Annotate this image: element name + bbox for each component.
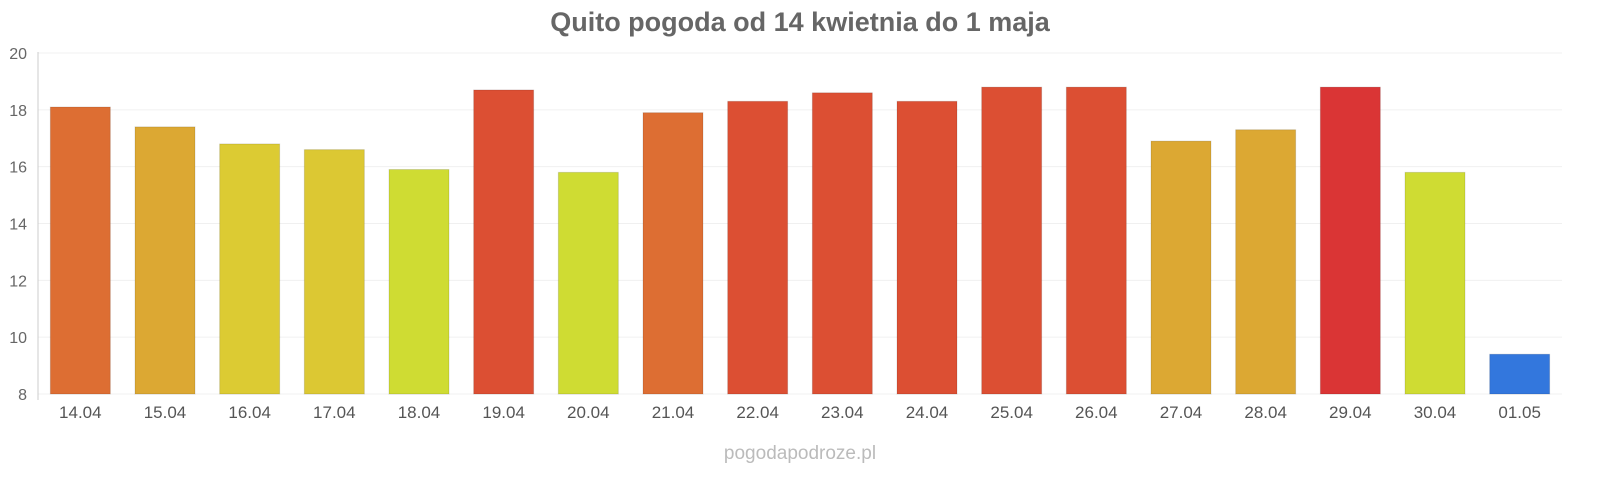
y-tick-label: 10: [9, 330, 27, 347]
bar-28.04: [1235, 129, 1297, 395]
bar-21.04: [642, 112, 704, 395]
x-tick-label: 14.04: [59, 403, 102, 422]
x-tick-label: 24.04: [906, 403, 949, 422]
bar-17.04: [303, 149, 365, 395]
bar-29.04: [1319, 86, 1381, 395]
bar-16.04: [219, 143, 281, 395]
x-tick-label: 27.04: [1160, 403, 1203, 422]
bar-19.04: [473, 89, 535, 395]
x-tick-label: 18.04: [398, 403, 441, 422]
bar-18.04: [388, 169, 450, 395]
x-tick-label: 30.04: [1414, 403, 1457, 422]
bars: [49, 86, 1551, 395]
x-tick-label: 22.04: [736, 403, 779, 422]
y-tick-label: 12: [9, 273, 27, 290]
x-tick-label: 29.04: [1329, 403, 1372, 422]
grid-lines: [38, 52, 1562, 395]
x-tick-label: 23.04: [821, 403, 864, 422]
bar-01.05: [1489, 353, 1551, 395]
bar-27.04: [1150, 140, 1212, 395]
x-axis-ticks: 14.04 15.04 16.04 17.04 18.04 19.04 20.04 21.04…: [59, 403, 1541, 422]
x-tick-label: 19.04: [482, 403, 525, 422]
bar-20.04: [557, 171, 619, 395]
x-tick-label: 26.04: [1075, 403, 1118, 422]
x-tick-label: 15.04: [144, 403, 187, 422]
x-tick-label: 01.05: [1498, 403, 1541, 422]
bar-26.04: [1065, 86, 1127, 395]
chart-title: Quito pogoda od 14 kwietnia do 1 maja: [550, 7, 1051, 37]
chart-credit: pogodapodroze.pl: [724, 443, 876, 464]
y-tick-label: 16: [9, 160, 27, 177]
bar-23.04: [811, 92, 873, 395]
bar-24.04: [896, 100, 958, 395]
bar-25.04: [981, 86, 1043, 395]
y-axis-ticks: 8 10 12 14 16 18 20: [9, 46, 27, 404]
bar-15.04: [134, 126, 196, 395]
x-tick-label: 20.04: [567, 403, 610, 422]
x-tick-label: 16.04: [228, 403, 271, 422]
y-tick-label: 20: [9, 46, 27, 63]
bar-14.04: [49, 106, 111, 395]
x-tick-label: 28.04: [1244, 403, 1287, 422]
x-tick-label: 17.04: [313, 403, 356, 422]
y-tick-label: 18: [9, 103, 27, 120]
x-tick-label: 21.04: [652, 403, 695, 422]
bar-22.04: [727, 100, 789, 395]
y-tick-label: 14: [9, 217, 27, 234]
x-tick-label: 25.04: [990, 403, 1033, 422]
bar-30.04: [1404, 171, 1466, 395]
y-tick-label: 8: [18, 387, 27, 404]
